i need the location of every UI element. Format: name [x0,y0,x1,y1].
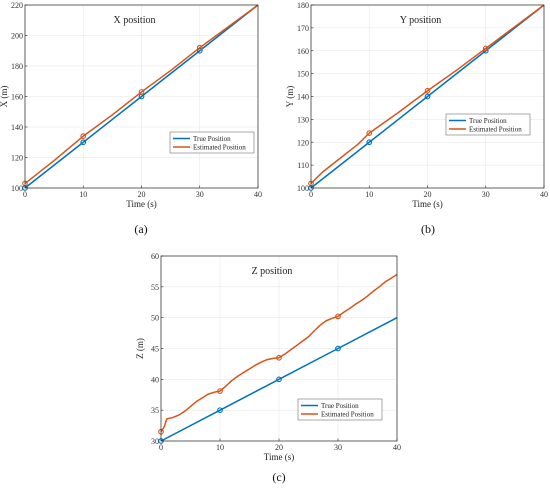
axes-frame [160,255,398,442]
y-axis-label: Z (m) [135,338,145,359]
axes-frame [24,4,259,189]
y-tick-label: 180 [297,1,309,10]
data-point [138,89,145,95]
x-tick-label: 20 [138,190,146,199]
axes-frame [310,4,545,189]
data-point [335,313,341,320]
x-axis-label: Time (s) [412,199,442,209]
series-line-estimated-position [160,273,398,433]
y-tick-label: 150 [297,70,309,79]
panel-caption: (a) [134,222,147,236]
y-tick-label: 140 [11,123,23,132]
data-point [424,93,431,100]
x-tick-label: 30 [482,190,490,199]
x-axis-label: Time (s) [264,452,294,462]
x-axis-label: Time (s) [126,199,156,209]
y-tick-label: 100 [297,184,309,193]
y-tick-label: 200 [11,32,23,41]
y-tick-label: 45 [151,345,159,354]
y-tick-label: 120 [297,138,309,147]
chart-title: X position [114,15,156,26]
x-tick-label: 40 [393,443,401,452]
y-tick-label: 140 [297,93,309,102]
data-point [276,376,282,383]
y-tick-label: 50 [151,314,159,323]
x-tick-label: 30 [334,443,342,452]
panel-caption: (c) [272,470,285,484]
legend-label: True Position [469,117,507,125]
chart-panel-3: 0 10 20 30 40 30 35 40 45 50 55 60 Z position Time (s… [135,252,401,484]
series-line-true-position [24,4,259,189]
x-tick-label: 30 [196,190,204,199]
data-point [424,87,431,94]
y-tick-label: 60 [151,252,159,261]
chart-panel-2: 0 10 20 30 40 100 110 120 130 140 150 160 170 180 Y po… [285,1,548,236]
series-line-true-position [310,4,545,189]
legend-box [297,398,383,421]
x-tick-label: 20 [424,190,432,199]
x-tick-label: 0 [159,443,163,452]
series-line-estimated-position [310,4,545,184]
data-point [80,139,87,146]
panel-caption: (b) [421,222,435,236]
y-tick-label: 220 [11,1,23,10]
legend-label: True Position [193,135,231,143]
data-point [366,139,373,146]
y-tick-label: 100 [11,184,23,193]
data-point [482,45,489,52]
x-tick-label: 10 [79,190,87,199]
y-tick-label: 160 [11,93,23,102]
legend-label: Estimated Position [193,144,246,152]
legend-box [445,113,531,136]
x-tick-label: 0 [23,190,27,199]
y-tick-label: 170 [297,24,309,33]
y-tick-label: 130 [297,115,309,124]
series-line-estimated-position [24,4,259,185]
y-tick-label: 35 [151,406,159,415]
x-tick-label: 20 [275,443,283,452]
data-point [217,407,223,414]
legend-label: True Position [321,402,359,410]
x-tick-label: 40 [254,190,262,199]
data-point [80,133,87,139]
y-tick-label: 120 [11,154,23,163]
data-point [276,354,282,361]
y-tick-label: 40 [151,375,159,384]
y-tick-label: 30 [151,437,159,446]
data-point [366,130,373,136]
chart-panel-1: 0 10 20 30 40 100 120 140 160 180 200 220 X position… [0,1,262,236]
chart-title: Z position [251,266,292,277]
y-tick-label: 180 [11,62,23,71]
data-point [335,345,341,352]
chart-title: Y position [400,15,442,26]
series-line-true-position [160,317,398,442]
x-tick-label: 40 [540,190,548,199]
y-tick-label: 160 [297,47,309,56]
legend-label: Estimated Position [469,126,522,134]
y-tick-label: 110 [297,161,309,170]
y-tick-label: 55 [151,283,159,292]
x-tick-label: 10 [216,443,224,452]
x-tick-label: 0 [309,190,313,199]
legend-box [169,131,255,154]
data-point [196,44,203,51]
y-axis-label: X (m) [0,86,9,108]
x-tick-label: 10 [365,190,373,199]
y-axis-label: Y (m) [285,86,295,107]
data-point [217,388,223,394]
legend-label: Estimated Position [321,411,374,419]
